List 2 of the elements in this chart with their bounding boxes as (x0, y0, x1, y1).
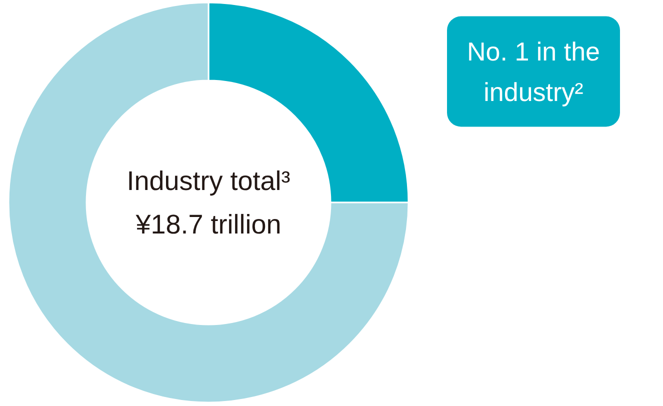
text: No. 1 in the industry² (467, 36, 600, 107)
text: Industry total³ ¥18.7 trillion (126, 166, 290, 240)
